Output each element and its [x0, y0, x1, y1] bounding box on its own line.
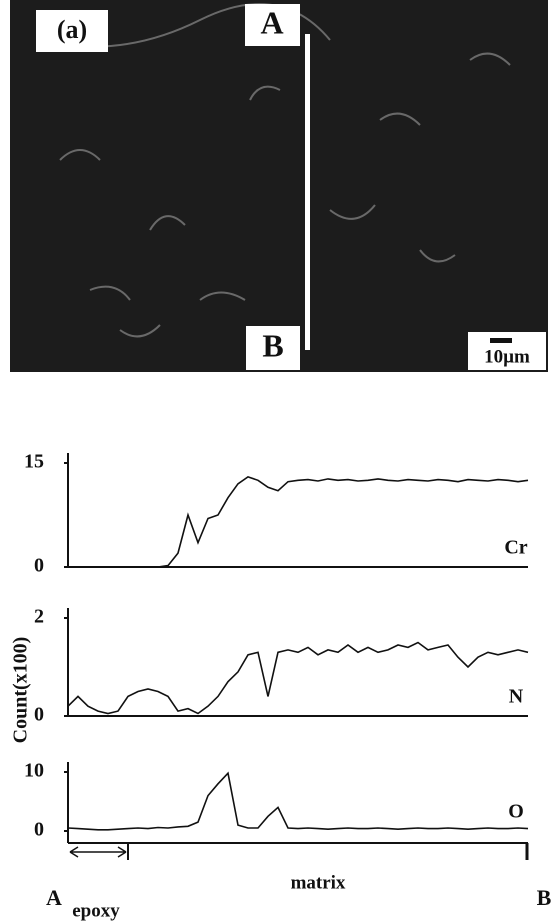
- series-label: N: [509, 686, 524, 708]
- y-tick-label: 2: [34, 606, 44, 628]
- marker-bottom: B: [262, 327, 283, 363]
- y-tick-label: 0: [34, 555, 44, 577]
- region-label: epoxy: [72, 900, 120, 921]
- series-label: O: [508, 801, 524, 823]
- scale-bar-label: 10µm: [484, 346, 530, 367]
- panel-label: (a): [57, 15, 87, 44]
- start-label: A: [46, 885, 62, 910]
- region-label: matrix: [291, 872, 346, 893]
- profile-line: [68, 476, 529, 568]
- marker-top: A: [260, 4, 283, 40]
- sem-image: (a) A B 10µm: [10, 0, 548, 372]
- profile-line: [67, 641, 529, 715]
- y-tick-label: 0: [34, 819, 44, 841]
- y-axis-label: Count(x100): [10, 637, 32, 744]
- y-tick-label: 0: [34, 704, 44, 726]
- y-tick-label: 15: [24, 451, 44, 473]
- profile-line: [67, 771, 529, 831]
- series-label: Cr: [504, 537, 527, 559]
- end-label: B: [537, 885, 552, 910]
- scan-line: [305, 34, 310, 350]
- y-tick-label: 10: [24, 760, 44, 782]
